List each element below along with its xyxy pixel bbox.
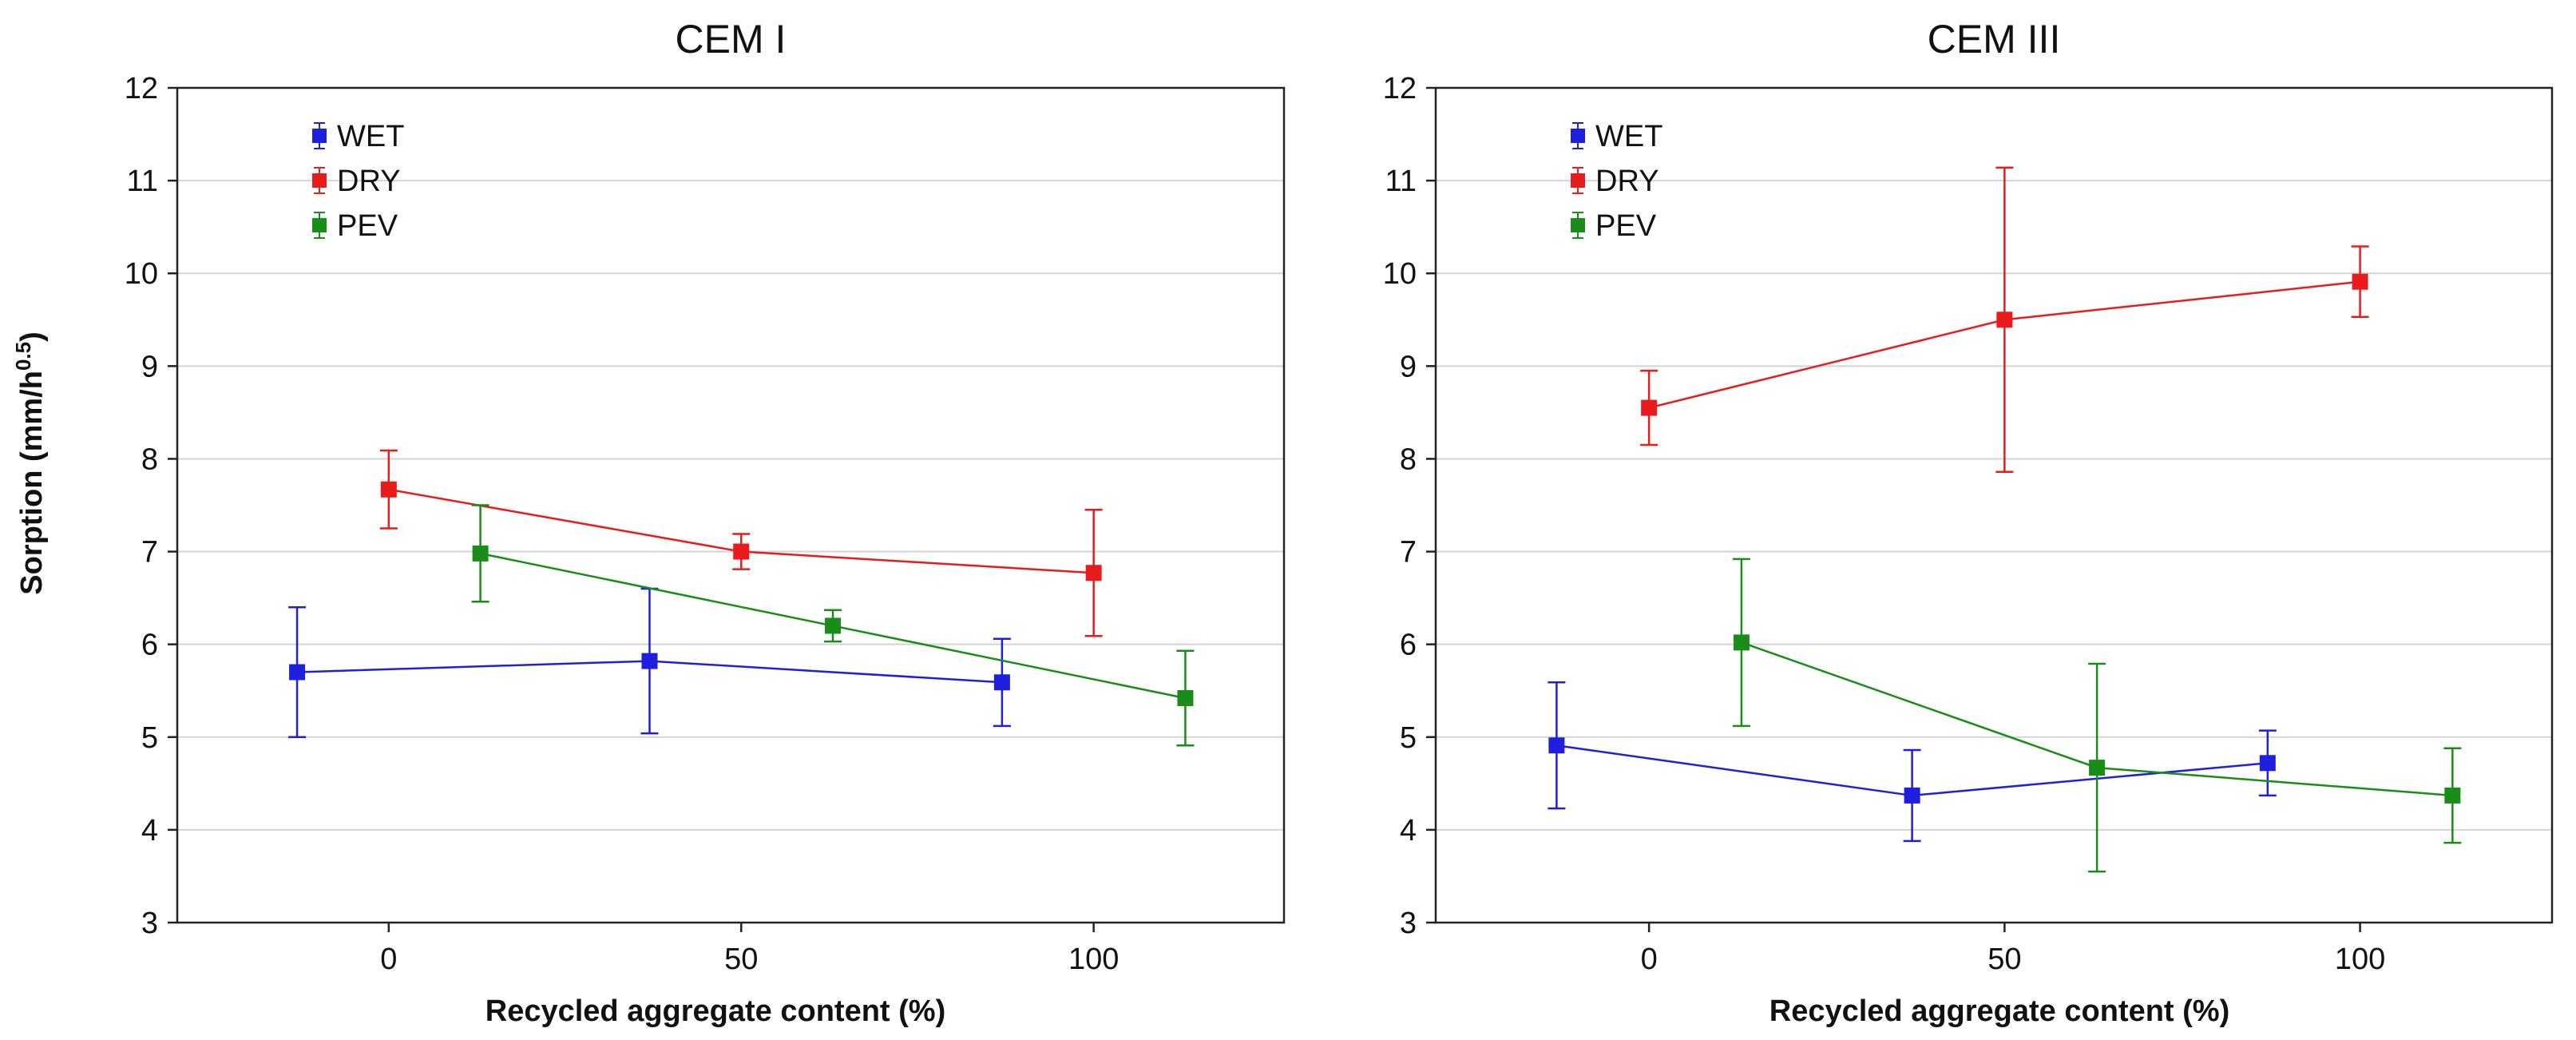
series-pev xyxy=(1732,558,2462,873)
y-tick-label: 10 xyxy=(1383,257,1417,291)
y-tick-label: 11 xyxy=(1385,165,1417,198)
x-tick-label: 50 xyxy=(1987,943,2021,976)
data-point xyxy=(993,674,1010,691)
series-pev xyxy=(471,504,1195,747)
legend-label: DRY xyxy=(1595,165,1659,198)
y-tick-label: 3 xyxy=(141,907,158,940)
legend-marker xyxy=(1571,129,1585,143)
y-tick-label: 9 xyxy=(1400,350,1417,383)
legend-label: WET xyxy=(337,120,404,153)
x-tick-label: 100 xyxy=(2335,943,2385,976)
legend-marker xyxy=(312,129,327,143)
y-tick-label: 12 xyxy=(1383,72,1417,105)
y-tick-label: 6 xyxy=(1400,629,1417,662)
plot-frame xyxy=(1434,86,2554,924)
legend-label: PEV xyxy=(1595,209,1657,243)
panel-title: CEM I xyxy=(676,17,787,62)
data-point xyxy=(1733,634,1750,651)
legend: WET DRY PEV xyxy=(312,120,404,243)
y-tick-label: 8 xyxy=(141,443,158,476)
data-point xyxy=(1904,787,1920,804)
y-tick-label: 6 xyxy=(141,629,158,662)
y-tick-label: 4 xyxy=(1400,814,1417,847)
series-dry xyxy=(1640,166,2369,473)
data-point xyxy=(641,653,658,669)
series-wet xyxy=(288,587,1011,739)
legend-marker xyxy=(1571,173,1585,188)
data-point xyxy=(1996,312,2013,328)
panel-title: CEM III xyxy=(1928,17,2061,62)
data-point xyxy=(825,617,842,634)
legend-marker xyxy=(1571,218,1585,232)
y-tick-label: 5 xyxy=(1400,721,1417,755)
legend-marker xyxy=(312,173,327,188)
legend-label: WET xyxy=(1595,120,1663,153)
legend: WET DRY PEV xyxy=(1571,120,1663,243)
legend-marker xyxy=(312,218,327,232)
y-tick-label: 10 xyxy=(125,257,158,291)
x-tick-label: 0 xyxy=(1641,943,1658,976)
data-point xyxy=(2444,787,2461,804)
data-point xyxy=(2352,273,2368,290)
y-tick-label: 9 xyxy=(141,350,158,383)
data-point xyxy=(289,664,306,681)
data-point xyxy=(380,481,397,498)
y-tick-label: 8 xyxy=(1400,443,1417,476)
legend-label: DRY xyxy=(337,165,401,198)
legend-label: PEV xyxy=(337,209,398,243)
data-point xyxy=(1177,690,1194,707)
data-point xyxy=(472,545,489,562)
y-axis-label-end: ) xyxy=(15,331,49,342)
y-tick-label: 7 xyxy=(141,536,158,570)
y-tick-label: 12 xyxy=(125,72,158,105)
plot-frame xyxy=(176,86,1286,924)
panel-cem-i: CEM I 3 4 5 6 7 8 9 10 11 12 0 50 100 WET DRY PEV xyxy=(125,17,1286,976)
series-wet xyxy=(1548,681,2277,843)
x-axis-label-right: Recycled aggregate content (%) xyxy=(1770,994,2229,1028)
series-dry xyxy=(379,449,1103,637)
y-tick-label: 11 xyxy=(127,165,158,198)
x-tick-label: 0 xyxy=(380,943,397,976)
data-point xyxy=(1548,737,1565,754)
x-tick-label: 50 xyxy=(724,943,758,976)
data-point xyxy=(2259,755,2276,772)
y-tick-label: 7 xyxy=(1400,536,1417,570)
panel-cem-iii: CEM III 3 4 5 6 7 8 9 10 11 12 0 50 100 WET DRY PEV xyxy=(1383,17,2554,976)
data-point xyxy=(1085,565,1102,582)
y-axis-label-superscript: 0.5 xyxy=(11,342,35,371)
y-tick-label: 5 xyxy=(141,721,158,755)
y-axis-label: Sorption (mm/h0.5) xyxy=(11,331,49,595)
y-tick-label: 4 xyxy=(141,814,158,847)
data-point xyxy=(2089,760,2106,776)
data-point xyxy=(1641,399,1658,416)
y-tick-label: 3 xyxy=(1400,907,1417,940)
data-point xyxy=(733,543,750,560)
x-tick-label: 100 xyxy=(1068,943,1119,976)
x-axis-label-left: Recycled aggregate content (%) xyxy=(485,994,945,1028)
